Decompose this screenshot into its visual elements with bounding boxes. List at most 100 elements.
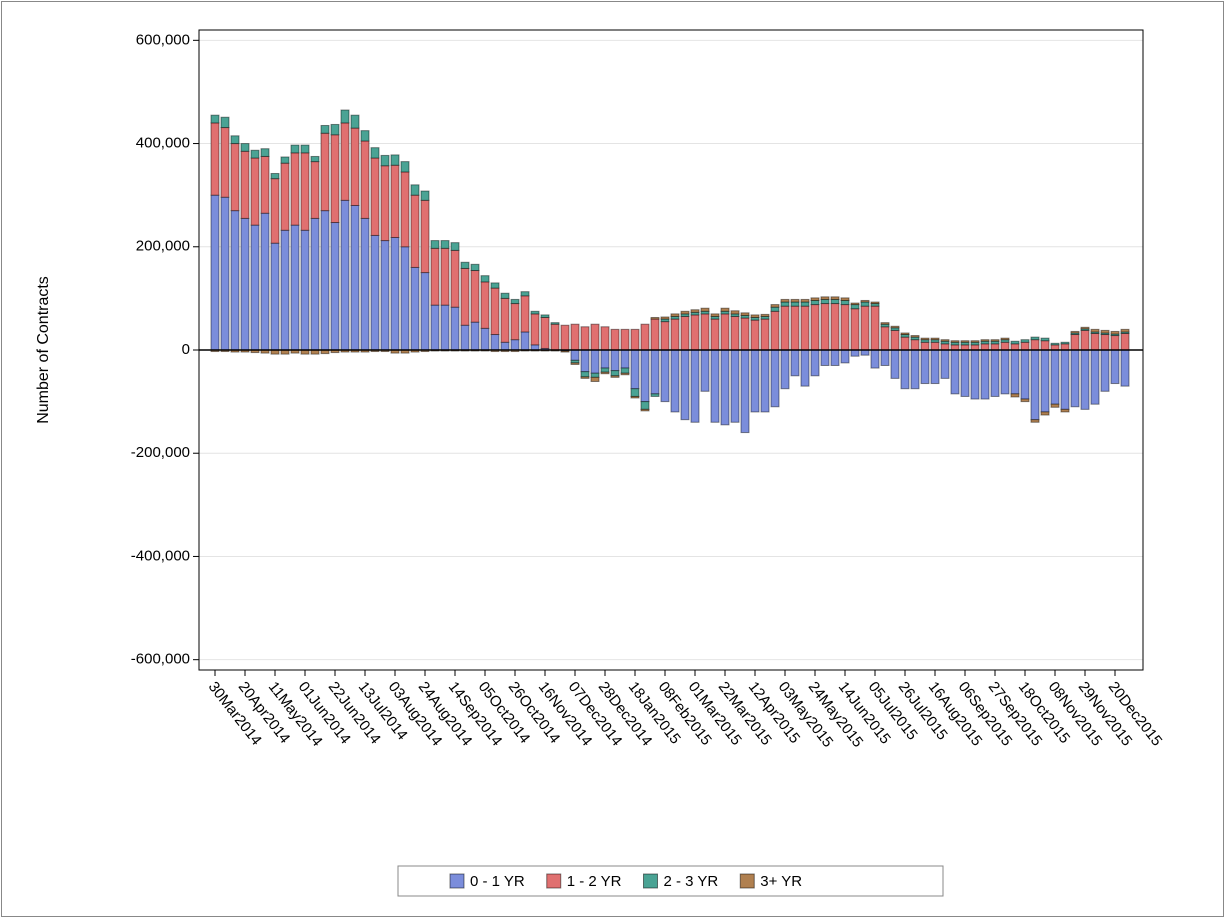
bar-segment xyxy=(290,224,300,351)
bar-segment xyxy=(350,114,360,129)
bar-segment xyxy=(950,349,960,395)
bar-segment xyxy=(500,297,510,343)
bar-segment xyxy=(520,295,530,333)
legend-label: 1 - 2 YR xyxy=(567,873,622,890)
bar-segment xyxy=(790,298,800,303)
bar-segment xyxy=(570,323,580,351)
legend-label: 2 - 3 YR xyxy=(664,873,719,890)
bar-segment xyxy=(280,162,290,231)
bar-segment xyxy=(1030,419,1040,423)
bar-segment xyxy=(670,349,680,413)
bar-segment xyxy=(540,314,550,318)
bar-segment xyxy=(620,349,630,369)
bar-segment xyxy=(710,318,720,351)
bar-segment xyxy=(860,305,870,351)
bar-segment xyxy=(240,217,250,351)
bar-segment xyxy=(1060,349,1070,410)
bar-segment xyxy=(450,242,460,251)
bar-segment xyxy=(210,122,220,196)
bar-segment xyxy=(700,307,710,312)
bar-segment xyxy=(740,317,750,351)
bar-segment xyxy=(590,349,600,374)
bar-segment xyxy=(740,312,750,316)
bar-segment xyxy=(800,349,810,387)
bar-segment xyxy=(330,222,340,351)
bar-segment xyxy=(640,408,650,412)
bar-segment xyxy=(340,122,350,201)
bar-segment xyxy=(1080,349,1090,410)
bar-segment xyxy=(430,240,440,249)
bar-segment xyxy=(430,304,440,351)
bar-segment xyxy=(850,302,860,306)
bar-segment xyxy=(720,349,730,426)
bar-segment xyxy=(510,298,520,305)
bar-segment xyxy=(1120,328,1130,333)
bar-segment xyxy=(370,234,380,351)
bar-segment xyxy=(960,344,970,351)
bar-segment xyxy=(1040,337,1050,342)
bar-segment xyxy=(980,343,990,351)
bar-segment xyxy=(490,287,500,336)
bar-segment xyxy=(840,304,850,351)
bar-segment xyxy=(650,318,660,351)
y-tick-label: -400,000 xyxy=(131,547,190,564)
bar-segment xyxy=(460,261,470,269)
bar-segment xyxy=(370,157,380,236)
bar-segment xyxy=(490,334,500,351)
bar-segment xyxy=(760,318,770,351)
bar-segment xyxy=(980,349,990,400)
bar-segment xyxy=(600,326,610,351)
bar-segment xyxy=(1020,398,1030,403)
bar-segment xyxy=(670,318,680,351)
bar-segment xyxy=(620,328,630,351)
bar-segment xyxy=(520,331,530,351)
bar-segment xyxy=(600,367,610,373)
bar-segment xyxy=(390,154,400,166)
bar-segment xyxy=(610,328,620,351)
bar-segment xyxy=(410,266,420,351)
bar-segment xyxy=(910,349,920,390)
bar-segment xyxy=(260,148,270,157)
bar-segment xyxy=(770,349,780,408)
bar-segment xyxy=(1100,334,1110,351)
bar-segment xyxy=(460,267,470,326)
bar-segment xyxy=(700,313,710,351)
bar-segment xyxy=(990,349,1000,397)
bar-segment xyxy=(760,313,770,317)
bar-segment xyxy=(660,349,670,403)
bar-segment xyxy=(350,127,360,206)
bar-segment xyxy=(1090,328,1100,333)
bar-segment xyxy=(840,297,850,301)
bar-segment xyxy=(670,313,680,317)
bar-segment xyxy=(900,332,910,336)
bar-segment xyxy=(410,184,420,196)
bar-segment xyxy=(660,321,670,351)
bar-segment xyxy=(580,326,590,351)
bar-segment xyxy=(500,292,510,299)
bar-segment xyxy=(690,314,700,351)
bar-segment xyxy=(730,349,740,423)
bar-segment xyxy=(220,127,230,198)
bar-segment xyxy=(640,401,650,410)
bar-segment xyxy=(1110,330,1120,335)
bar-segment xyxy=(910,335,920,338)
bar-segment xyxy=(480,327,490,351)
bar-segment xyxy=(270,172,280,180)
bar-segment xyxy=(770,304,780,308)
bar-segment xyxy=(1040,411,1050,416)
bar-segment xyxy=(850,304,860,310)
bar-segment xyxy=(730,315,740,351)
bar-segment xyxy=(1010,343,1020,351)
bar-segment xyxy=(1120,349,1130,387)
bar-segment xyxy=(560,324,570,351)
bar-segment xyxy=(450,249,460,308)
legend-swatch xyxy=(546,873,562,889)
bar-segment xyxy=(380,240,390,351)
bar-segment xyxy=(580,371,590,378)
legend-swatch xyxy=(449,873,465,889)
bar-segment xyxy=(880,322,890,325)
bar-segment xyxy=(1080,326,1090,330)
bar-segment xyxy=(820,296,830,300)
bar-segment xyxy=(720,313,730,351)
bar-segment xyxy=(920,349,930,385)
